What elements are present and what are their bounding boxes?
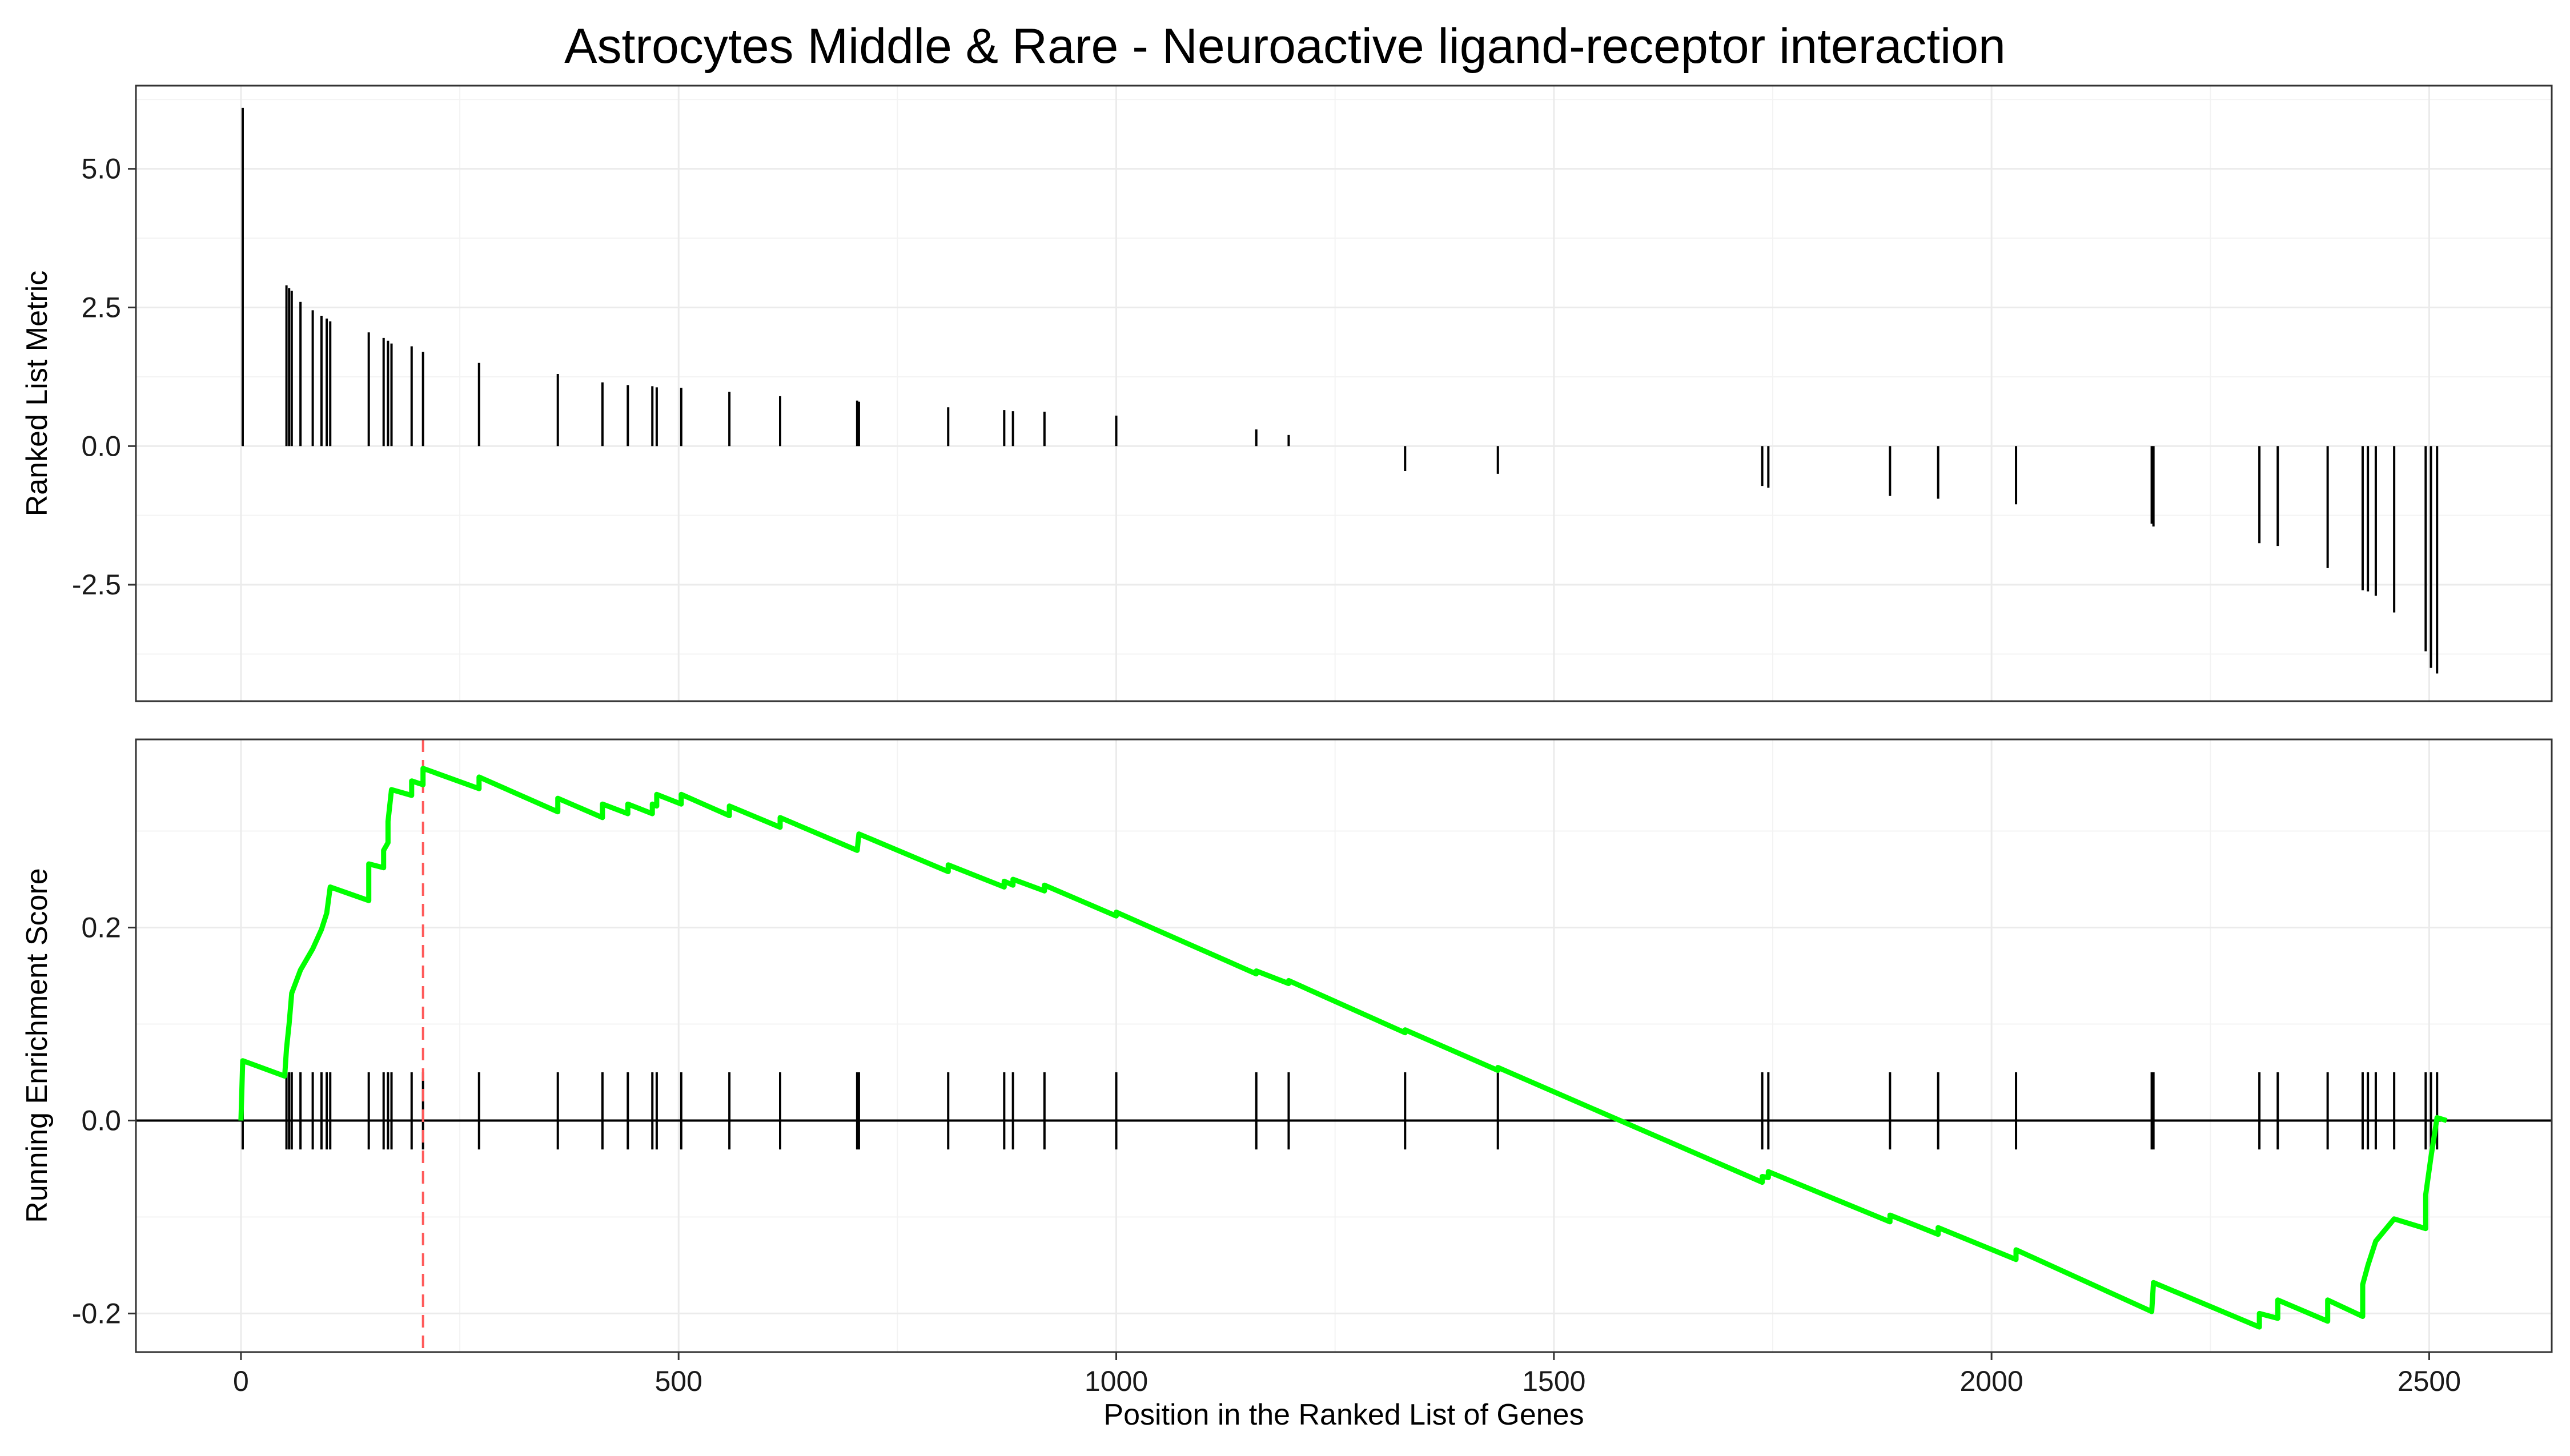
ranked-metric-panel-border: [135, 85, 2553, 702]
chart-title: Astrocytes Middle & Rare - Neuroactive l…: [564, 19, 2006, 74]
running-es-y-ticks: 0.2 0.0 -0.2: [72, 912, 136, 1329]
ranked-metric-y-tick-label: 5.0: [81, 153, 121, 185]
ranked-metric-y-tick-label: 0.0: [81, 430, 121, 462]
ranked-metric-frame: [135, 85, 2553, 702]
x-tick-label: 0: [233, 1365, 249, 1397]
ranked-metric-bars: [241, 107, 2439, 674]
x-tick-label: 1000: [1085, 1365, 1148, 1397]
running-es-panel: 0.2 0.0 -0.2: [72, 738, 2553, 1353]
x-tick-label: 2500: [2398, 1365, 2461, 1397]
x-tick-label: 500: [654, 1365, 702, 1397]
ranked-metric-y-ticks: 5.0 2.5 0.0 -2.5: [72, 153, 136, 601]
running-es-frame: [135, 738, 2553, 1353]
running-es-y-label: Running Enrichment Score: [21, 868, 54, 1222]
running-es-y-tick-label: -0.2: [72, 1297, 121, 1329]
running-es-gene-hits: [241, 1072, 2439, 1150]
ranked-metric-grid: [136, 86, 2552, 701]
ranked-metric-y-tick-label: 2.5: [81, 291, 121, 323]
running-es-y-tick-label: 0.2: [81, 912, 121, 944]
running-es-y-tick-label: 0.0: [81, 1104, 121, 1136]
x-tick-label: 2000: [1960, 1365, 2023, 1397]
x-axis-ticks: 0 500 1000 1500 2000 2500: [233, 1352, 2461, 1397]
x-tick-label: 1500: [1522, 1365, 1585, 1397]
x-axis-label: Position in the Ranked List of Genes: [1103, 1398, 1584, 1431]
ranked-metric-y-tick-label: -2.5: [72, 569, 121, 601]
running-es-line: [238, 766, 2448, 1330]
ranked-metric-panel: 5.0 2.5 0.0 -2.5: [72, 85, 2553, 702]
ranked-metric-y-label: Ranked List Metric: [21, 271, 54, 517]
running-es-panel-border: [135, 738, 2553, 1353]
